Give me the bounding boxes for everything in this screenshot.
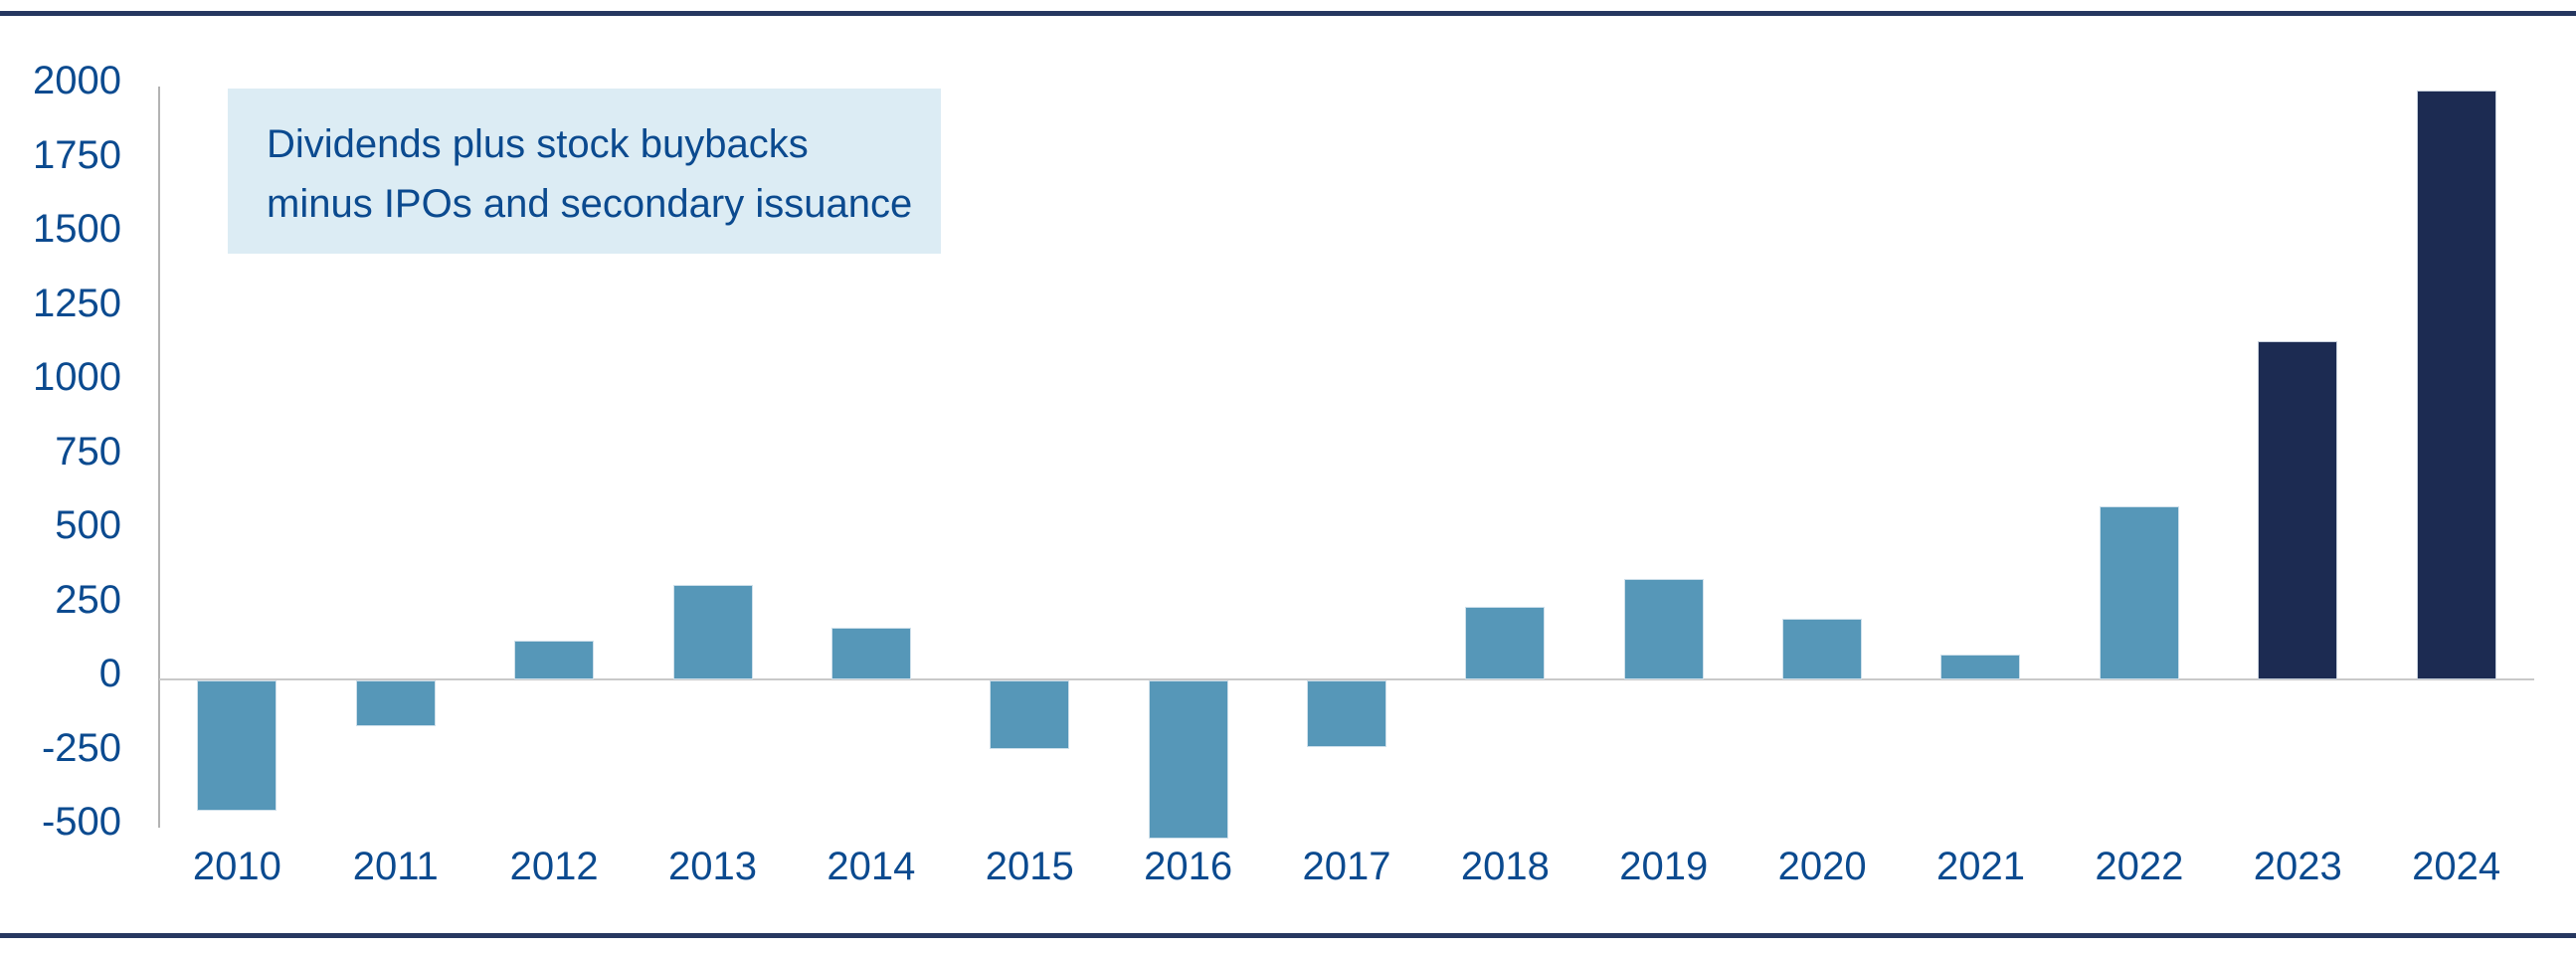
x-tick-label-2023: 2023: [2253, 845, 2342, 888]
y-tick-label--250: -250: [41, 725, 121, 770]
x-tick-label-2015: 2015: [985, 845, 1074, 888]
annotation-line-2: minus IPOs and secondary issuance: [267, 182, 913, 226]
y-tick-label-1500: 1500: [33, 207, 121, 251]
bottom-border-line: [0, 933, 2576, 938]
bar-2023: [2258, 341, 2338, 679]
top-border-line: [0, 11, 2576, 16]
annotation-line-1: Dividends plus stock buybacks: [267, 122, 809, 166]
y-tick-label-500: 500: [55, 503, 121, 547]
y-tick-label-750: 750: [55, 429, 121, 474]
y-tick-label-2000: 2000: [33, 59, 121, 102]
bar-2019: [1623, 578, 1704, 679]
x-tick-label-2011: 2011: [352, 845, 439, 888]
x-tick-label-2020: 2020: [1777, 845, 1867, 888]
bar-2017: [1306, 680, 1386, 748]
x-tick-label-2014: 2014: [827, 845, 916, 888]
y-tick-label-250: 250: [55, 577, 121, 622]
bar-2018: [1465, 606, 1546, 679]
x-tick-label-2018: 2018: [1460, 845, 1550, 888]
bar-2010: [197, 680, 277, 812]
bar-2013: [672, 584, 753, 679]
y-tick-label-1000: 1000: [33, 355, 121, 399]
x-tick-label-2022: 2022: [2095, 845, 2184, 888]
x-tick-label-2012: 2012: [509, 845, 599, 888]
bar-2022: [2099, 505, 2179, 679]
zero-gridline: [159, 678, 2534, 680]
x-tick-label-2024: 2024: [2412, 845, 2501, 888]
x-tick-label-2019: 2019: [1619, 845, 1709, 888]
bar-2014: [830, 627, 911, 679]
y-tick-label-1750: 1750: [33, 132, 121, 177]
bar-2024: [2416, 91, 2496, 679]
x-tick-label-2016: 2016: [1144, 845, 1233, 888]
bar-2011: [355, 680, 436, 727]
x-tick-label-2017: 2017: [1302, 845, 1391, 888]
bar-2012: [514, 641, 595, 679]
bar-2021: [1940, 654, 2021, 679]
y-tick-label--500: -500: [41, 800, 121, 844]
x-tick-label-2013: 2013: [668, 845, 757, 888]
x-tick-label-2010: 2010: [192, 845, 281, 888]
y-axis-line: [158, 87, 160, 828]
y-tick-label-0: 0: [98, 652, 121, 695]
bar-2015: [990, 680, 1070, 749]
annotation-box: Dividends plus stock buybacks minus IPOs…: [228, 89, 941, 254]
bar-2016: [1148, 680, 1228, 840]
y-tick-label-1250: 1250: [33, 281, 121, 325]
x-tick-label-2021: 2021: [1935, 845, 2025, 888]
bar-2020: [1782, 618, 1863, 679]
